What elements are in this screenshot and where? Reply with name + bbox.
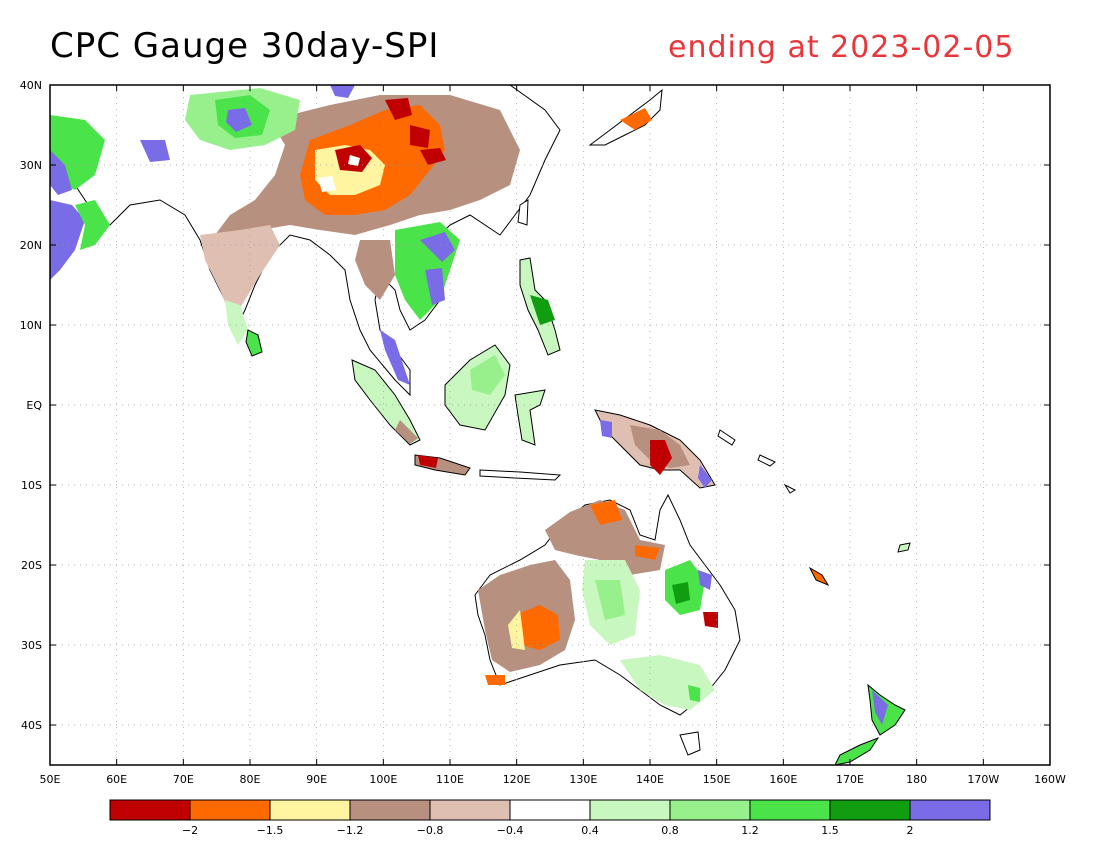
lon-tick-label: 180 [906,773,927,786]
sulawesi [514,389,546,446]
central-asia-wet-severe [226,85,355,132]
lon-tick-label: 150E [703,773,731,786]
japan-dry [620,108,652,130]
lat-tick-label: 20S [21,559,42,572]
australia-sw-dry [485,675,505,685]
lon-tick-label: 60E [106,773,127,786]
legend-label: 1.2 [741,824,759,837]
arabia-wet [50,200,85,280]
sumatra-dry [395,420,418,444]
legend-swatch [509,799,591,821]
longitude-axis: 50E 60E 70E 80E 90E 100E 110E 120E 130E 140E 150E 1… [40,85,1066,786]
lat-tick-label: 40N [20,79,42,92]
new-guinea-dry-severe [650,440,672,475]
legend-swatch [749,799,831,821]
lon-tick-label: 110E [436,773,464,786]
legend-swatch [829,799,911,821]
legend-label: −2 [182,824,198,837]
lon-tick-label: 160E [769,773,797,786]
legend-label: 2 [907,824,914,837]
new-caledonia [808,566,830,587]
legend-swatch [589,799,671,821]
mideast-wet-severe [50,140,170,195]
australia-interior-wet-mid [595,580,625,620]
latitude-axis: 40N 30N 20N 10N EQ 10S 20S 30S 40S [20,79,1050,732]
solomon-islands [717,429,797,494]
sea-wet-severe [380,232,455,385]
legend-swatch [909,799,991,821]
legend-label: −1.5 [257,824,284,837]
new-zealand-north-wet [872,690,888,725]
australia-east-wet-strong [672,582,690,604]
india-dry [200,225,280,320]
china-dry-white [318,155,360,192]
legend-colorbar: −2 −1.5 −1.2 −0.8 −0.4 0.4 0.8 1.2 1.5 2 [109,799,991,837]
australia-east-wet-severe [698,570,712,590]
legend-swatch [189,799,271,821]
australia-se-wet [688,685,700,702]
legend-swatch [349,799,431,821]
legend-label: 0.4 [581,824,599,837]
plot-frame [49,84,1051,766]
lon-tick-label: 70E [173,773,194,786]
lon-tick-label: 50E [40,773,61,786]
fiji [897,542,911,553]
lon-tick-label: 140E [636,773,664,786]
lon-tick-label: 130E [569,773,597,786]
lon-tick-label: 100E [369,773,397,786]
spi-fields [50,85,911,765]
borneo-wet [470,355,505,395]
lat-tick-label: EQ [26,399,42,412]
legend-label: 1.5 [821,824,839,837]
australia-east-dry [703,612,718,628]
legend-swatch [109,799,191,821]
lon-tick-label: 90E [306,773,327,786]
new-guinea-wet [600,420,712,488]
lat-tick-label: 30N [20,159,42,172]
lon-tick-label: 160W [1034,773,1066,786]
lat-tick-label: 10N [20,319,42,332]
map-date-subtitle: ending at 2023-02-05 [668,30,1015,65]
legend-label: −0.8 [417,824,444,837]
lat-tick-label: 20N [20,239,42,252]
arabia-wet-green [75,200,110,250]
lat-tick-label: 30S [21,639,42,652]
china-dry-severe [335,98,446,172]
australia-west-dry-moderate [508,610,525,650]
new-zealand-south [834,736,880,765]
lat-tick-label: 40S [21,719,42,732]
india-wet-south [225,300,248,345]
lon-tick-label: 170E [836,773,864,786]
legend-label: −1.2 [337,824,364,837]
lesser-sunda [479,469,562,481]
lon-tick-label: 80E [240,773,261,786]
sea-dry [355,240,395,300]
australia-west-dry-strong [515,605,560,650]
legend-swatch [429,799,511,821]
legend-label: −0.4 [497,824,524,837]
legend-swatch [269,799,351,821]
java-dry-severe [418,455,438,468]
taiwan [517,199,529,226]
australia-north-dry [545,500,665,575]
legend-swatch [669,799,751,821]
map-title: CPC Gauge 30day-SPI [50,26,440,66]
lon-tick-label: 170W [967,773,999,786]
tasmania [679,731,701,756]
lat-tick-label: 10S [21,479,42,492]
lon-tick-label: 120E [503,773,531,786]
philippines-wet [530,295,555,325]
australia-north-dry-strong [590,500,660,560]
legend-label: 0.8 [661,824,679,837]
